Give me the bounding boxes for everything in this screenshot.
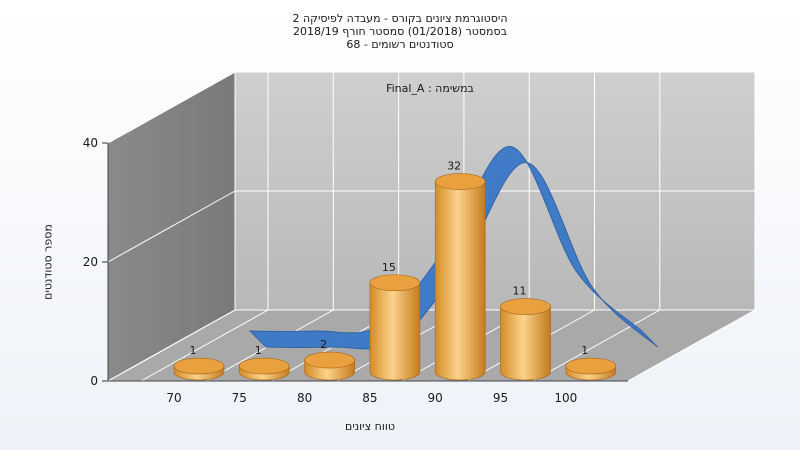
bar-value-label: 32 (447, 160, 461, 173)
bar-top (304, 351, 355, 369)
bar-top (173, 357, 225, 375)
x-tick-label: 75 (232, 391, 247, 405)
chart-title-line-3: סטודנטים רשומים - 68 (346, 38, 454, 51)
bar (434, 173, 486, 381)
y-tick-label: 0 (90, 374, 98, 388)
chart-annotation: במשימה : Final_A (386, 82, 474, 95)
axis-layer: 0 20 40 70 75 80 85 90 95 100 (83, 136, 628, 405)
bar-body (434, 181, 486, 381)
bar-value-label: 15 (382, 261, 396, 274)
bar-body (500, 306, 551, 381)
bar (500, 298, 551, 381)
grid-layer (107, 71, 755, 382)
bar-value-label: 2 (320, 338, 327, 351)
chart-title-line-1: היסטוגרמת ציונים בקורס - מעבדה לפיסיקה 2 (292, 12, 508, 25)
bar (238, 357, 290, 381)
bar (304, 351, 355, 381)
x-tick-label: 85 (362, 391, 377, 405)
x-tick-label: 100 (554, 391, 577, 405)
y-tick-label: 20 (83, 255, 98, 269)
bar-top (434, 173, 486, 190)
bar-top (565, 357, 617, 375)
bar-top (500, 298, 551, 315)
chart-title-line-2: בסמסטר (01/2018) סמסטר חורף 2018/19 (293, 25, 507, 38)
bar-value-label: 1 (190, 344, 197, 357)
y-tick-label: 40 (83, 136, 98, 150)
bar-value-label: 1 (581, 344, 588, 357)
y-axis-title: מספר סטודנטים (41, 224, 55, 300)
x-axis-title: טווח ציונים (345, 420, 395, 433)
bar-value-label: 1 (255, 344, 262, 357)
bar (565, 357, 617, 381)
y-gridline-side (107, 309, 236, 382)
bar-layer (173, 173, 617, 381)
y-gridline-side (107, 190, 236, 263)
bar (369, 274, 421, 381)
x-tick-label: 70 (166, 391, 181, 405)
bar-body (369, 282, 421, 381)
bar (173, 357, 225, 381)
bar-value-label: 11 (513, 285, 527, 298)
bar-top (369, 274, 421, 292)
x-gridline-floor (532, 309, 661, 382)
x-gridline-floor (140, 309, 269, 382)
x-tick-label: 95 (493, 391, 508, 405)
bar-top (238, 357, 290, 375)
x-tick-label: 80 (297, 391, 312, 405)
y-gridline-side (107, 71, 236, 144)
x-tick-label: 90 (428, 391, 443, 405)
